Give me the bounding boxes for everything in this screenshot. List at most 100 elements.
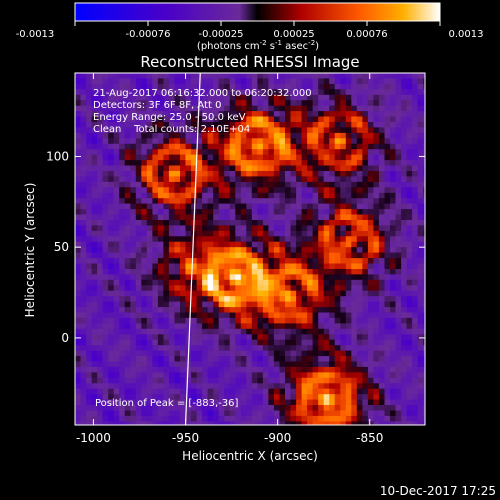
heatmap-cell: [367, 225, 374, 232]
heatmap-cell: [406, 116, 413, 123]
heatmap-cell: [135, 89, 142, 96]
heatmap-cell: [86, 247, 93, 254]
heatmap-cell: [412, 192, 419, 199]
heatmap-cell: [124, 334, 131, 341]
heatmap-cell: [351, 323, 358, 330]
heatmap-cell: [229, 89, 236, 96]
heatmap-cell: [262, 116, 269, 123]
heatmap-cell: [163, 73, 170, 79]
heatmap-cell: [340, 285, 347, 292]
heatmap-cell: [207, 307, 214, 314]
heatmap-cell: [91, 252, 98, 259]
heatmap-cell: [108, 176, 115, 183]
heatmap-cell: [345, 317, 352, 324]
heatmap-cell: [345, 143, 352, 150]
heatmap-cell: [318, 269, 325, 275]
heatmap-cell: [185, 301, 192, 308]
heatmap-cell: [378, 350, 385, 357]
heatmap-cell: [146, 127, 153, 134]
heatmap-cell: [86, 350, 93, 357]
heatmap-cell: [141, 220, 148, 226]
heatmap-cell: [285, 220, 292, 226]
heatmap-cell: [86, 285, 93, 292]
heatmap-cell: [279, 83, 286, 90]
heatmap-cell: [312, 236, 319, 243]
heatmap-cell: [130, 312, 137, 319]
heatmap-cell: [224, 94, 231, 101]
heatmap-cell: [91, 301, 98, 308]
heatmap-cell: [285, 334, 292, 341]
heatmap-cell: [312, 263, 319, 270]
heatmap-cell: [141, 334, 148, 341]
heatmap-cell: [163, 94, 170, 101]
heatmap-cell: [268, 160, 275, 167]
heatmap-cell: [146, 279, 153, 286]
heatmap-cell: [412, 361, 419, 368]
heatmap-cell: [141, 269, 148, 275]
heatmap-cell: [163, 263, 170, 270]
heatmap-cell: [113, 181, 120, 188]
heatmap-cell: [180, 388, 187, 395]
heatmap-cell: [390, 160, 397, 167]
heatmap-cell: [401, 143, 408, 150]
heatmap-cell: [229, 323, 236, 330]
heatmap-cell: [323, 192, 330, 199]
heatmap-cell: [157, 83, 164, 90]
heatmap-cell: [75, 345, 82, 352]
heatmap-cell: [146, 345, 153, 352]
heatmap-cell: [417, 383, 424, 390]
heatmap-cell: [268, 307, 275, 314]
heatmap-cell: [152, 356, 159, 363]
heatmap-cell: [378, 73, 385, 79]
heatmap-cell: [224, 143, 231, 150]
annotation-peak: Position of Peak = [-883,-36]: [95, 398, 239, 409]
heatmap-cell: [323, 154, 330, 161]
heatmap-cell: [75, 399, 82, 406]
heatmap-cell: [373, 83, 380, 90]
heatmap-cell: [202, 143, 209, 150]
heatmap-cell: [406, 241, 413, 248]
heatmap-cell: [113, 230, 120, 237]
heatmap-cell: [412, 328, 419, 335]
heatmap-cell: [351, 269, 358, 275]
heatmap-cell: [390, 366, 397, 373]
heatmap-cell: [246, 154, 253, 161]
heatmap-cell: [163, 198, 170, 205]
heatmap-cell: [97, 89, 104, 96]
heatmap-cell: [168, 247, 175, 254]
heatmap-cell: [196, 203, 203, 210]
heatmap-cell: [108, 323, 115, 330]
heatmap-cell: [279, 383, 286, 390]
heatmap-cell: [423, 290, 425, 297]
heatmap-cell: [423, 377, 425, 384]
heatmap-cell: [141, 192, 148, 199]
heatmap-cell: [202, 388, 209, 395]
heatmap-cell: [378, 328, 385, 335]
heatmap-cell: [279, 181, 286, 188]
heatmap-cell: [390, 361, 397, 368]
heatmap-cell: [251, 317, 258, 324]
heatmap-cell: [390, 334, 397, 341]
heatmap-cell: [235, 350, 242, 357]
heatmap-cell: [318, 132, 325, 139]
heatmap-cell: [378, 269, 385, 275]
heatmap-cell: [401, 296, 408, 303]
heatmap-cell: [152, 214, 159, 221]
heatmap-cell: [240, 149, 247, 156]
heatmap-cell: [218, 78, 225, 85]
heatmap-cell: [301, 421, 308, 425]
heatmap-cell: [279, 372, 286, 379]
heatmap-cell: [390, 83, 397, 90]
heatmap-cell: [180, 154, 187, 161]
heatmap-cell: [80, 236, 87, 243]
heatmap-cell: [141, 116, 148, 123]
heatmap-cell: [307, 100, 314, 107]
heatmap-cell: [340, 269, 347, 275]
heatmap-cell: [235, 111, 242, 118]
heatmap-cell: [191, 290, 198, 297]
heatmap-cell: [163, 279, 170, 286]
heatmap-cell: [378, 192, 385, 199]
heatmap-cell: [196, 290, 203, 297]
heatmap-cell: [91, 269, 98, 275]
heatmap-cell: [141, 372, 148, 379]
